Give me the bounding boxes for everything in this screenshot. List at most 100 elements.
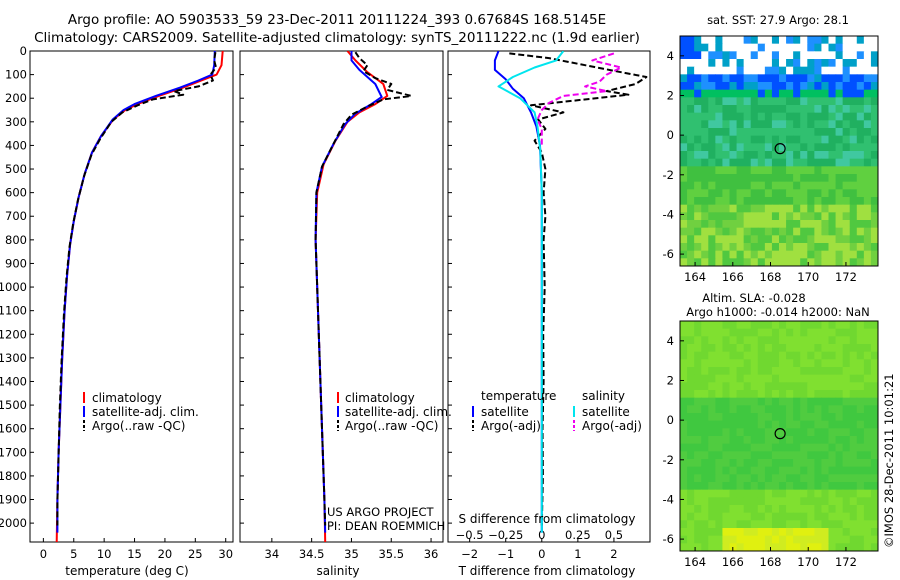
- y-tick-label: 2: [667, 88, 674, 102]
- map-cell: [870, 344, 878, 353]
- map-cell: [708, 390, 716, 399]
- map-cell: [814, 43, 823, 52]
- map-cell: [828, 482, 837, 491]
- map-cell: [856, 189, 865, 198]
- map-cell: [786, 405, 794, 414]
- map-cell: [729, 120, 738, 129]
- map-cell: [757, 212, 766, 221]
- legend-label-argo: Argo(..raw -QC): [345, 419, 438, 433]
- map-cell: [807, 344, 815, 353]
- map-cell: [708, 158, 716, 167]
- map-cell: [849, 212, 858, 221]
- y-tick-label: 1300: [0, 351, 27, 365]
- map-cell: [771, 212, 780, 221]
- map-cell: [814, 59, 823, 68]
- map-cell: [687, 451, 695, 460]
- map-cell: [870, 43, 878, 52]
- map-cell: [842, 43, 851, 52]
- x-tick-label: 20: [158, 547, 173, 561]
- map-cell: [814, 413, 823, 422]
- map-cell: [687, 390, 695, 399]
- map-cell: [680, 505, 688, 514]
- x-tick-label: −2: [461, 547, 478, 561]
- map-cell: [800, 112, 808, 121]
- map-cell: [687, 535, 695, 544]
- map-cell: [764, 105, 773, 114]
- map-cell: [842, 89, 851, 98]
- map-cell: [694, 397, 702, 406]
- map-cell: [786, 235, 794, 244]
- map-cell: [694, 321, 702, 330]
- map-cell: [821, 112, 830, 121]
- map-cell: [856, 36, 865, 45]
- map-cell: [856, 451, 865, 460]
- map-cell: [786, 143, 794, 152]
- map-cell: [863, 51, 872, 60]
- map-cell: [863, 459, 872, 468]
- map-cell: [870, 120, 878, 129]
- map-cell: [779, 543, 787, 551]
- map-cell: [694, 174, 702, 183]
- map-cell: [757, 36, 766, 45]
- map-cell: [701, 528, 709, 537]
- map-cell: [715, 197, 724, 206]
- map-cell: [729, 328, 738, 337]
- map-cell: [849, 482, 858, 491]
- map-cell: [701, 474, 709, 483]
- map-cell: [863, 189, 872, 198]
- map-cell: [821, 197, 830, 206]
- map-cell: [786, 36, 794, 45]
- map-cell: [835, 535, 844, 544]
- map-cell: [680, 428, 688, 437]
- map-cell: [771, 543, 780, 551]
- map-cell: [715, 466, 724, 475]
- map-cell: [701, 336, 709, 345]
- map-cell: [849, 235, 858, 244]
- map-cell: [842, 151, 851, 160]
- map-cell: [708, 204, 716, 213]
- map-cell: [856, 528, 865, 537]
- map-cell: [856, 66, 865, 75]
- map-cell: [856, 59, 865, 68]
- map-cell: [814, 82, 823, 91]
- x-tick-label: 34: [265, 547, 280, 561]
- map-cell: [786, 512, 794, 521]
- map-cell: [680, 351, 688, 360]
- map-cell: [722, 321, 731, 330]
- map-cell: [779, 520, 787, 529]
- map-cell: [786, 158, 794, 167]
- map-cell: [863, 535, 872, 544]
- map-cell: [722, 258, 731, 266]
- map-cell: [779, 227, 787, 236]
- map-cell: [750, 243, 759, 252]
- map-cell: [680, 367, 688, 376]
- y-tick-label: 0: [667, 413, 674, 427]
- map-cell: [842, 451, 851, 460]
- map-cell: [849, 174, 858, 183]
- map-cell: [863, 59, 872, 68]
- map-cell: [708, 428, 716, 437]
- map-cell: [729, 459, 738, 468]
- map-cell: [814, 497, 823, 506]
- map-cell: [736, 74, 745, 83]
- map-cell: [687, 59, 695, 68]
- map-cell: [764, 51, 773, 60]
- map-cell: [736, 328, 745, 337]
- map-cell: [743, 227, 752, 236]
- map-cell: [715, 143, 724, 152]
- map-cell: [701, 181, 709, 190]
- x-tick-label: 30: [218, 547, 233, 561]
- map-cell: [750, 344, 759, 353]
- map-cell: [694, 66, 702, 75]
- y-tick-label: 1900: [0, 493, 27, 507]
- map-cell: [680, 128, 688, 137]
- map-cell: [694, 328, 702, 337]
- map-cell: [835, 212, 844, 221]
- x-tick-label: 164: [684, 555, 706, 569]
- map-cell: [736, 459, 745, 468]
- y-tick-label: -4: [663, 492, 674, 506]
- map-cell: [771, 112, 780, 121]
- map-cell: [786, 351, 794, 360]
- map-cell: [842, 59, 851, 68]
- map-cell: [715, 204, 724, 213]
